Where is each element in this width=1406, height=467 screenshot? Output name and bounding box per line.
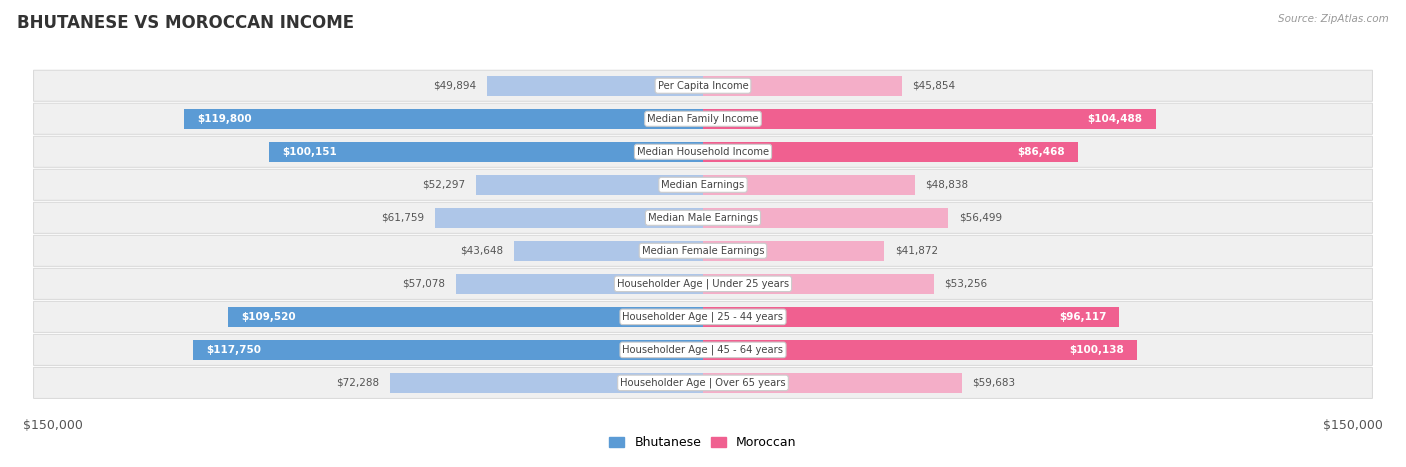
FancyBboxPatch shape bbox=[34, 70, 1372, 101]
Text: Median Household Income: Median Household Income bbox=[637, 147, 769, 157]
Text: $49,894: $49,894 bbox=[433, 81, 477, 91]
FancyBboxPatch shape bbox=[486, 76, 703, 96]
FancyBboxPatch shape bbox=[184, 108, 703, 129]
FancyBboxPatch shape bbox=[34, 202, 1372, 234]
Text: Per Capita Income: Per Capita Income bbox=[658, 81, 748, 91]
Text: $45,854: $45,854 bbox=[912, 81, 956, 91]
Text: Source: ZipAtlas.com: Source: ZipAtlas.com bbox=[1278, 14, 1389, 24]
Text: BHUTANESE VS MOROCCAN INCOME: BHUTANESE VS MOROCCAN INCOME bbox=[17, 14, 354, 32]
FancyBboxPatch shape bbox=[703, 307, 1119, 327]
FancyBboxPatch shape bbox=[193, 340, 703, 360]
Text: $59,683: $59,683 bbox=[973, 378, 1015, 388]
Text: $53,256: $53,256 bbox=[945, 279, 987, 289]
Text: Householder Age | Over 65 years: Householder Age | Over 65 years bbox=[620, 378, 786, 388]
Text: $86,468: $86,468 bbox=[1017, 147, 1064, 157]
Legend: Bhutanese, Moroccan: Bhutanese, Moroccan bbox=[605, 432, 801, 454]
FancyBboxPatch shape bbox=[34, 301, 1372, 333]
FancyBboxPatch shape bbox=[513, 241, 703, 261]
FancyBboxPatch shape bbox=[34, 136, 1372, 167]
Text: Median Earnings: Median Earnings bbox=[661, 180, 745, 190]
Text: $72,288: $72,288 bbox=[336, 378, 380, 388]
FancyBboxPatch shape bbox=[34, 169, 1372, 200]
Text: $56,499: $56,499 bbox=[959, 213, 1001, 223]
FancyBboxPatch shape bbox=[34, 103, 1372, 134]
FancyBboxPatch shape bbox=[703, 142, 1077, 162]
FancyBboxPatch shape bbox=[34, 235, 1372, 266]
FancyBboxPatch shape bbox=[34, 334, 1372, 365]
FancyBboxPatch shape bbox=[703, 373, 962, 393]
Text: Median Female Earnings: Median Female Earnings bbox=[641, 246, 765, 256]
FancyBboxPatch shape bbox=[703, 340, 1137, 360]
FancyBboxPatch shape bbox=[703, 241, 884, 261]
Text: $48,838: $48,838 bbox=[925, 180, 969, 190]
Text: $100,138: $100,138 bbox=[1069, 345, 1123, 355]
Text: $109,520: $109,520 bbox=[242, 312, 297, 322]
Text: $43,648: $43,648 bbox=[460, 246, 503, 256]
FancyBboxPatch shape bbox=[389, 373, 703, 393]
Text: $119,800: $119,800 bbox=[197, 114, 252, 124]
FancyBboxPatch shape bbox=[436, 208, 703, 228]
Text: Householder Age | 45 - 64 years: Householder Age | 45 - 64 years bbox=[623, 345, 783, 355]
Text: $104,488: $104,488 bbox=[1088, 114, 1143, 124]
FancyBboxPatch shape bbox=[703, 76, 901, 96]
Text: $57,078: $57,078 bbox=[402, 279, 444, 289]
Text: Householder Age | Under 25 years: Householder Age | Under 25 years bbox=[617, 279, 789, 289]
Text: Householder Age | 25 - 44 years: Householder Age | 25 - 44 years bbox=[623, 311, 783, 322]
FancyBboxPatch shape bbox=[703, 108, 1156, 129]
FancyBboxPatch shape bbox=[703, 208, 948, 228]
Text: $61,759: $61,759 bbox=[381, 213, 425, 223]
FancyBboxPatch shape bbox=[269, 142, 703, 162]
FancyBboxPatch shape bbox=[703, 175, 915, 195]
FancyBboxPatch shape bbox=[228, 307, 703, 327]
FancyBboxPatch shape bbox=[456, 274, 703, 294]
Text: $117,750: $117,750 bbox=[205, 345, 260, 355]
FancyBboxPatch shape bbox=[34, 269, 1372, 299]
Text: Median Male Earnings: Median Male Earnings bbox=[648, 213, 758, 223]
FancyBboxPatch shape bbox=[34, 368, 1372, 398]
Text: Median Family Income: Median Family Income bbox=[647, 114, 759, 124]
Text: $41,872: $41,872 bbox=[896, 246, 938, 256]
Text: $96,117: $96,117 bbox=[1059, 312, 1107, 322]
Text: $52,297: $52,297 bbox=[422, 180, 465, 190]
Text: $100,151: $100,151 bbox=[283, 147, 337, 157]
FancyBboxPatch shape bbox=[703, 274, 934, 294]
FancyBboxPatch shape bbox=[477, 175, 703, 195]
